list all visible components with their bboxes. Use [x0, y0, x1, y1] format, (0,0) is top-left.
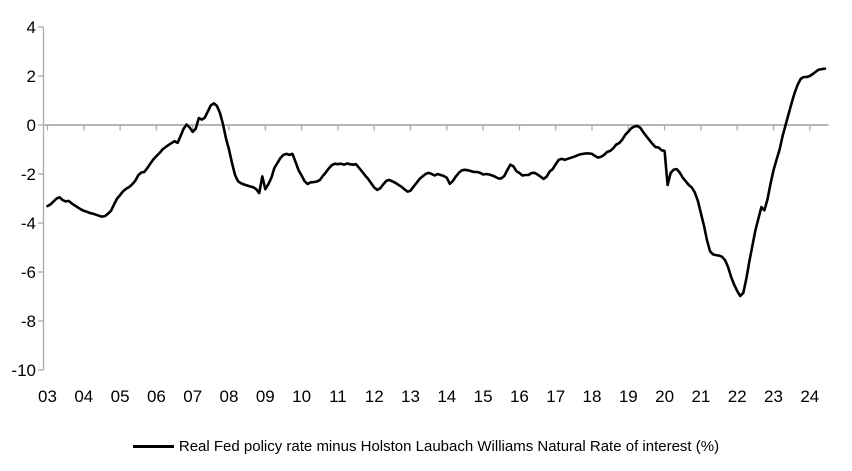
x-axis-tick-label: 16	[510, 387, 529, 406]
x-axis-tick-label: 14	[437, 387, 456, 406]
y-axis-tick-label: 4	[27, 18, 36, 37]
x-axis-tick-label: 10	[292, 387, 311, 406]
x-axis-tick-label: 03	[38, 387, 57, 406]
x-axis-tick-label: 23	[764, 387, 783, 406]
x-axis-tick-label: 22	[728, 387, 747, 406]
y-axis-tick-label: -6	[21, 263, 36, 282]
legend-label: Real Fed policy rate minus Holston Lauba…	[178, 437, 720, 455]
x-axis-tick-label: 12	[365, 387, 384, 406]
x-axis-tick-label: 08	[220, 387, 239, 406]
y-axis-tick-label: 2	[27, 67, 36, 86]
y-axis-tick-label: 0	[27, 116, 36, 135]
x-axis-tick-label: 19	[619, 387, 638, 406]
legend: Real Fed policy rate minus Holston Lauba…	[0, 433, 852, 459]
x-axis-tick-label: 04	[74, 387, 93, 406]
x-axis-tick-label: 06	[147, 387, 166, 406]
x-axis-tick-label: 11	[329, 387, 347, 406]
x-axis-tick-label: 09	[256, 387, 275, 406]
x-axis-tick-label: 24	[800, 387, 819, 406]
x-axis-tick-label: 15	[474, 387, 493, 406]
data-line-series	[46, 67, 827, 298]
x-axis-tick-label: 21	[691, 387, 710, 406]
x-axis-tick-label: 07	[183, 387, 202, 406]
y-axis-tick-label: -4	[21, 214, 36, 233]
x-axis-tick-label: 05	[111, 387, 130, 406]
y-axis-tick-label: -10	[11, 361, 36, 380]
x-axis-tick-label: 13	[401, 387, 420, 406]
legend-line-swatch	[132, 444, 174, 448]
x-axis-tick-label: 17	[546, 387, 565, 406]
y-axis-tick-label: -2	[21, 165, 36, 184]
y-axis-tick-label: -8	[21, 312, 36, 331]
x-axis-tick-label: 18	[583, 387, 602, 406]
x-axis-tick-label: 20	[655, 387, 674, 406]
